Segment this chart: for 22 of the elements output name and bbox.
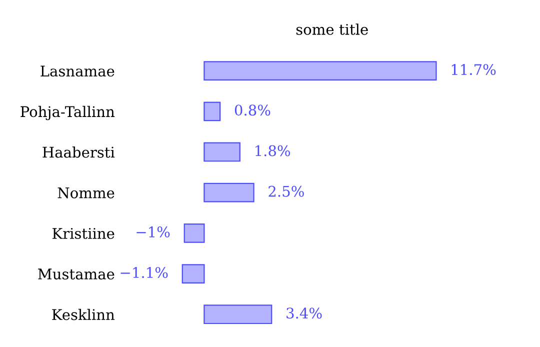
y-tick-label: Kesklinn — [52, 308, 115, 320]
y-tick-label: Mustamae — [38, 268, 114, 280]
y-tick-label: Pohja-Tallinn — [20, 106, 115, 120]
chart-title: some title — [296, 24, 368, 35]
bar — [204, 304, 272, 324]
y-tick-label: Haabersti — [42, 146, 115, 158]
bar — [204, 182, 254, 202]
data-label: 11.7% — [452, 64, 496, 76]
data-label: −1% — [136, 226, 170, 238]
data-label: 0.8% — [234, 104, 270, 116]
y-tick-label: Nomme — [58, 187, 114, 198]
bar — [204, 61, 437, 80]
y-tick-label: Kristiine — [52, 228, 114, 239]
bar — [204, 142, 240, 162]
data-label: 3.4% — [286, 308, 322, 319]
data-label: 1.8% — [256, 145, 290, 156]
y-tick-label: Lasnamae — [40, 66, 114, 77]
data-label: −1.1% — [120, 266, 168, 278]
data-label: 2.5% — [268, 186, 304, 197]
bar — [204, 102, 221, 122]
bar — [184, 223, 205, 243]
bar — [182, 264, 205, 284]
